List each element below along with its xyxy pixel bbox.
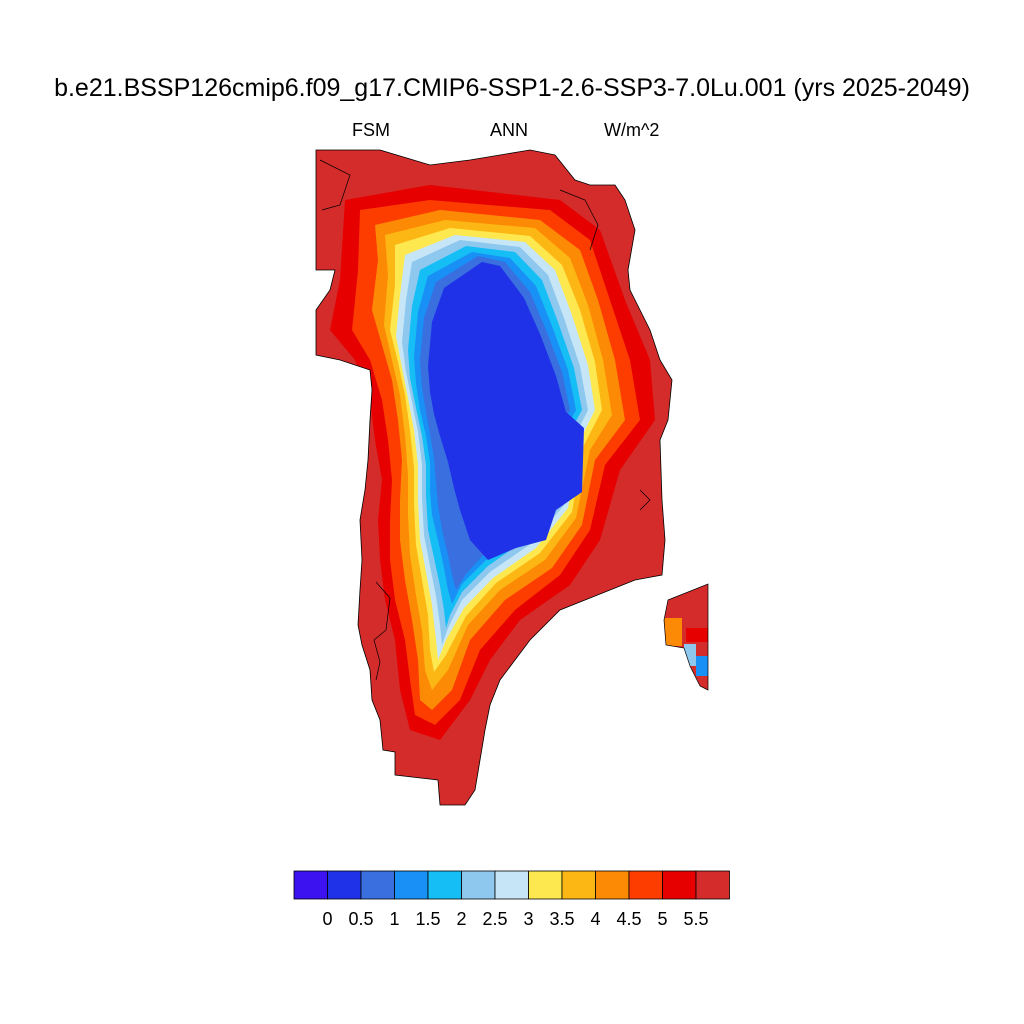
units-label: W/m^2 bbox=[604, 120, 660, 140]
season-label: ANN bbox=[490, 120, 529, 140]
colorbar-swatch bbox=[628, 870, 663, 900]
variable-label: FSM bbox=[352, 120, 390, 140]
colorbar-tick-label: 3 bbox=[523, 909, 533, 929]
colorbar-swatch bbox=[662, 870, 697, 900]
colorbar-tick-label: 2 bbox=[456, 909, 466, 929]
colorbar-tick-label: 0 bbox=[322, 909, 332, 929]
colorbar-swatch bbox=[327, 870, 362, 900]
plot-title: b.e21.BSSP126cmip6.f09_g17.CMIP6-SSP1-2.… bbox=[54, 74, 970, 102]
colorbar-tick-label: 3.5 bbox=[549, 909, 574, 929]
colorbar-tick-label: 4 bbox=[590, 909, 600, 929]
colorbar-swatch bbox=[461, 870, 496, 900]
colorbar-swatch bbox=[528, 870, 563, 900]
colorbar-tick-label: 1 bbox=[389, 909, 399, 929]
colorbar-swatch bbox=[695, 870, 730, 900]
island-coastline bbox=[663, 583, 709, 691]
colorbar-swatch bbox=[394, 870, 429, 900]
colorbar-tick-label: 5 bbox=[657, 909, 667, 929]
colorbar-tick-label: 1.5 bbox=[415, 909, 440, 929]
colorbar-tick-label: 0.5 bbox=[348, 909, 373, 929]
colorbar-swatch bbox=[427, 870, 462, 900]
colorbar-swatch bbox=[561, 870, 596, 900]
colorbar-tick-label: 2.5 bbox=[482, 909, 507, 929]
colorbar-swatch bbox=[595, 870, 630, 900]
colorbar-swatch bbox=[494, 870, 529, 900]
colorbar-swatch bbox=[293, 870, 328, 900]
colorbar-swatch bbox=[360, 870, 395, 900]
greenland-coastline bbox=[315, 149, 673, 806]
colorbar-tick-label: 4.5 bbox=[616, 909, 641, 929]
greenland-field bbox=[316, 150, 672, 805]
colorbar-tick-label: 5.5 bbox=[683, 909, 708, 929]
